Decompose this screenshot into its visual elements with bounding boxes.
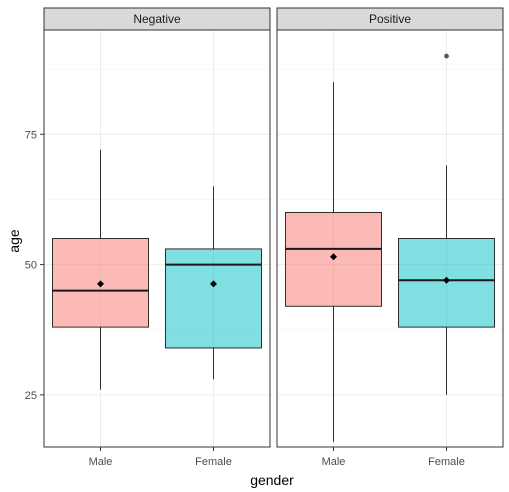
outlier-point xyxy=(444,54,449,59)
x-tick-label: Female xyxy=(195,456,232,468)
x-tick-label: Female xyxy=(428,456,465,468)
y-tick-label: 25 xyxy=(25,390,37,402)
y-axis: 25 50 75 xyxy=(25,129,44,402)
y-tick-label: 50 xyxy=(25,260,37,272)
y-tick-label: 75 xyxy=(25,129,37,141)
facet-strip-label: Positive xyxy=(369,12,411,26)
facet-panel-positive: Positive Male Female xyxy=(277,8,503,468)
facet-strip-label: Negative xyxy=(133,12,181,26)
y-axis-title: age xyxy=(6,229,22,253)
facet-panel-negative: Negative Male Female xyxy=(44,8,270,468)
x-axis-title: gender xyxy=(250,472,294,488)
facet-panels: Negative Male Female Positive Male Female xyxy=(44,8,503,468)
x-tick-label: Male xyxy=(322,456,346,468)
x-tick-label: Male xyxy=(89,456,113,468)
